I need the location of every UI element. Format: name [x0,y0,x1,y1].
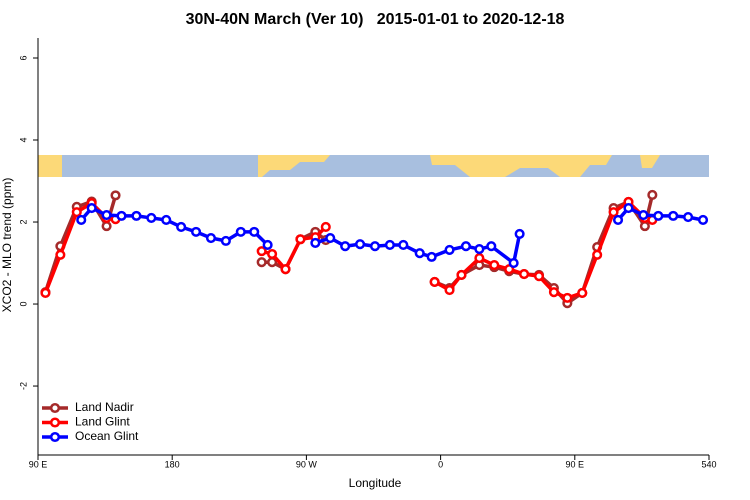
x-axis-label: Longitude [349,476,402,490]
point [249,226,260,237]
x-tick-label: 540 [701,459,716,469]
legend-marker [49,402,61,414]
point [697,214,709,226]
y-tick-label: 4 [18,138,28,143]
point [474,244,485,255]
point [176,221,187,232]
point [514,228,525,239]
point [262,239,273,251]
point [460,241,471,252]
point [101,210,112,221]
point [429,276,440,287]
point [474,253,485,264]
point [508,257,519,269]
legend-label: Land Nadir [75,400,134,414]
point [683,212,694,223]
point [355,239,366,250]
point [295,234,306,245]
legend-marker [49,431,61,443]
point [562,292,573,303]
point [489,260,500,271]
y-tick-label: 6 [18,55,28,60]
point [161,214,172,226]
point [71,207,82,218]
point [116,210,127,221]
point [369,241,381,252]
point [414,248,425,259]
point [623,203,634,214]
point [533,271,545,282]
point [235,226,246,237]
point [653,210,664,221]
point [110,190,121,201]
point [456,269,467,280]
point [577,287,588,299]
point [647,189,658,201]
x-tick-label: 180 [165,459,180,469]
point [608,207,619,218]
point [638,210,649,221]
point [444,244,455,255]
point [519,269,530,280]
legend-label: Ocean Glint [75,429,139,443]
point [191,226,202,237]
y-tick-label: 2 [18,220,28,225]
x-tick-label: 90 E [29,459,48,469]
legend-label: Land Glint [75,415,130,429]
point [398,239,409,251]
point [146,212,157,223]
point [325,232,336,244]
point [668,210,679,221]
point [86,203,97,214]
point [267,248,278,260]
point [256,246,267,257]
y-axis-label: XCO2 - MLO trend (ppm) [0,178,14,313]
map-strip [38,155,709,177]
point [131,210,142,221]
x-tick-label: 90 W [296,459,318,469]
point [486,241,497,252]
point [205,232,217,244]
point [548,287,559,298]
legend-marker [49,417,61,428]
point [639,221,650,232]
point [256,257,267,268]
point [426,251,437,262]
chart-title: 30N-40N March (Ver 10) 2015-01-01 to 202… [186,11,565,28]
x-tick-label: 0 [438,459,443,469]
point [612,214,624,226]
point [101,221,112,232]
y-tick-label: 0 [18,302,28,307]
point [592,249,603,260]
point [310,237,321,248]
point [55,249,66,260]
point [340,241,351,252]
point [280,264,291,275]
point [40,287,51,299]
point [320,221,331,232]
y-tick-label: -2 [18,382,28,390]
point [384,239,395,251]
x-tick-label: 90 E [566,459,585,469]
point [444,285,455,296]
point [76,214,87,226]
point [220,235,231,246]
